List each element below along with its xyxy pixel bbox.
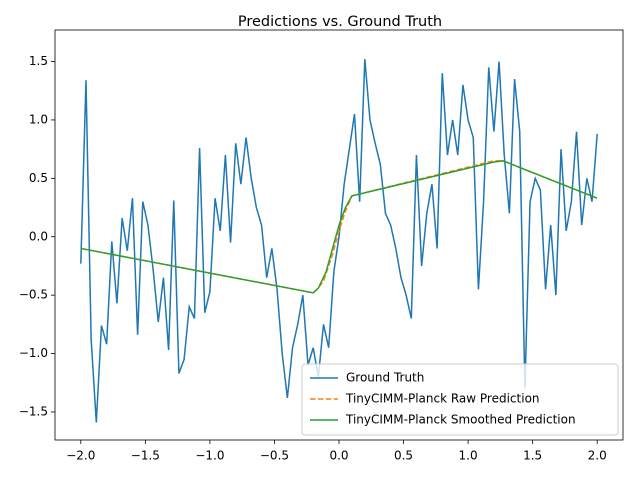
chart-title: Predictions vs. Ground Truth — [238, 14, 442, 30]
legend-label: TinyCIMM-Planck Raw Prediction — [345, 392, 540, 406]
plot-frame — [54, 29, 624, 441]
x-tick-label: −2.0 — [66, 449, 95, 463]
x-tick-label: −0.5 — [260, 449, 289, 463]
y-tick-label: −0.5 — [19, 288, 48, 302]
y-tick-label: 1.5 — [29, 54, 48, 68]
y-tick-label: −1.5 — [19, 404, 48, 418]
y-tick-label: 0.5 — [29, 171, 48, 185]
legend-box — [301, 363, 619, 436]
x-tick-label: 0.0 — [329, 449, 348, 463]
x-tick-label: −1.0 — [195, 449, 224, 463]
x-tick-label: −1.5 — [131, 449, 160, 463]
x-tick-label: 1.0 — [459, 449, 478, 463]
y-tick-label: 1.0 — [29, 112, 48, 126]
y-tick-label: −1.0 — [19, 346, 48, 360]
x-tick-label: 0.5 — [394, 449, 413, 463]
series-line — [80, 160, 598, 294]
legend-label: TinyCIMM-Planck Smoothed Prediction — [345, 413, 576, 427]
y-tick-label: 0.0 — [29, 229, 48, 243]
series-line — [80, 59, 598, 423]
x-tick-label: 2.0 — [588, 449, 607, 463]
legend-label: Ground Truth — [346, 371, 424, 385]
x-tick-label: 1.5 — [523, 449, 542, 463]
